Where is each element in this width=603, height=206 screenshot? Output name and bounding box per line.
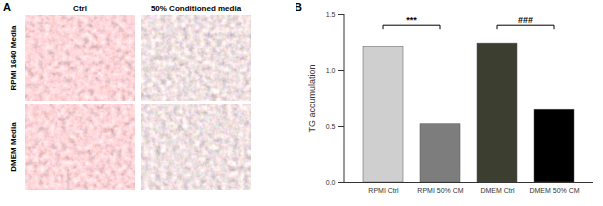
svg-text:DMEM 50% CM: DMEM 50% CM	[529, 187, 579, 194]
svg-text:DMEM Ctrl: DMEM Ctrl	[480, 187, 515, 194]
svg-text:1.0: 1.0	[326, 67, 336, 74]
svg-text:Ctrl: Ctrl	[73, 4, 87, 13]
svg-text:A: A	[3, 1, 11, 13]
svg-text:RPMI 50% CM: RPMI 50% CM	[417, 187, 463, 194]
svg-text:DMEM Media: DMEM Media	[9, 122, 18, 172]
svg-text:***: ***	[406, 15, 417, 25]
svg-text:RPMI 1640 Media: RPMI 1640 Media	[9, 25, 18, 90]
svg-text:B: B	[296, 1, 302, 13]
svg-text:RPMI Ctrl: RPMI Ctrl	[368, 187, 399, 194]
svg-text:50% Conditioned media: 50% Conditioned media	[151, 4, 242, 13]
svg-text:0.5: 0.5	[326, 123, 336, 130]
svg-text:1.5: 1.5	[326, 11, 336, 18]
svg-text:0.0: 0.0	[326, 179, 336, 186]
svg-text:TG accumulation: TG accumulation	[307, 64, 317, 132]
svg-text:###: ###	[518, 15, 533, 25]
